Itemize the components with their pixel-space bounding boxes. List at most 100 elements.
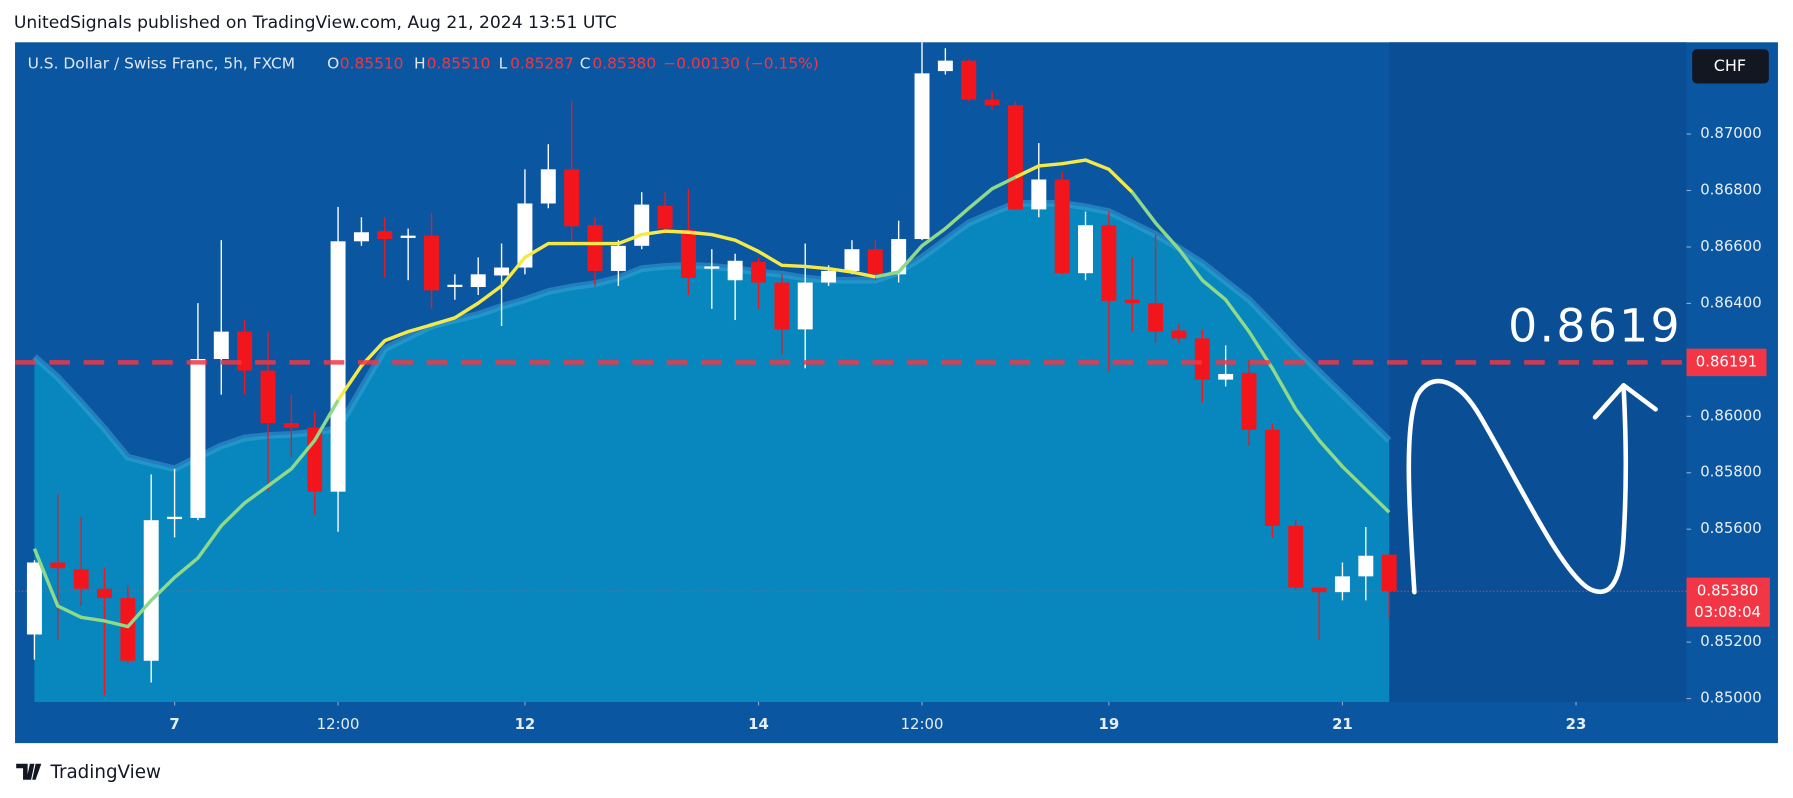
candle-body <box>704 266 720 269</box>
candle-body <box>494 267 510 276</box>
currency-button[interactable] <box>1692 49 1769 84</box>
publisher-line: UnitedSignals published on TradingView.c… <box>14 13 617 33</box>
y-tick-label: 0.85200 <box>1700 632 1761 650</box>
candle-body <box>1381 554 1397 592</box>
currency-label[interactable]: CHF <box>1714 56 1746 75</box>
candle-body <box>447 284 463 288</box>
candle-body <box>961 60 977 100</box>
candle-body <box>1358 555 1374 577</box>
candle-body <box>797 282 813 330</box>
candle-body <box>73 569 89 589</box>
candle-body <box>680 229 696 278</box>
y-tick-label: 0.85800 <box>1700 463 1761 481</box>
candle-body <box>774 282 790 330</box>
moving-average <box>874 175 1017 279</box>
y-tick-label: 0.86000 <box>1700 406 1761 424</box>
candle-body <box>1124 299 1140 304</box>
level-annotation: 0.8619 <box>1508 300 1682 353</box>
candle-body <box>283 423 299 428</box>
candle-body <box>1031 179 1047 210</box>
candle-body <box>167 516 183 520</box>
x-tick-label: 21 <box>1332 715 1353 733</box>
candle-body <box>564 169 580 227</box>
ohlc-label: C <box>580 55 591 73</box>
candle-body <box>540 169 556 204</box>
countdown-label: 03:08:04 <box>1694 603 1761 621</box>
candle-body <box>143 520 159 661</box>
candle-body <box>727 260 743 281</box>
moving-average <box>1014 158 1134 194</box>
candle-body <box>213 331 229 360</box>
candle-body <box>260 370 276 424</box>
x-tick-label: 12 <box>515 715 536 733</box>
x-tick-label: 12:00 <box>317 715 360 733</box>
x-tick-label: 19 <box>1099 715 1120 733</box>
candle-body <box>50 562 66 569</box>
tradingview-logo: TradingView <box>16 762 161 783</box>
candle-body <box>891 239 907 275</box>
candle-body <box>330 241 346 492</box>
candle-body <box>190 359 206 518</box>
candle-body <box>424 235 439 291</box>
future-zone <box>1389 42 1687 702</box>
candle-body <box>1288 525 1304 588</box>
candle-body <box>400 235 416 238</box>
ohlc-value: 0.85287 <box>510 55 574 73</box>
moving-average <box>32 399 340 629</box>
candle-body <box>634 204 650 246</box>
candle-body <box>1264 429 1280 526</box>
candle-body <box>1007 105 1023 210</box>
candle-body <box>914 73 930 240</box>
candle-body <box>377 231 393 240</box>
candle-body <box>1218 373 1234 380</box>
candle-body <box>1054 179 1070 274</box>
ohlc-label: L <box>499 55 508 73</box>
hand-drawn-projection <box>1406 378 1658 595</box>
candle-body <box>657 205 673 229</box>
level-label: 0.86191 <box>1696 352 1757 370</box>
candle-body <box>1101 225 1117 301</box>
candle-body <box>1241 372 1257 430</box>
y-tick-label: 0.85000 <box>1700 689 1761 707</box>
candle-body <box>821 270 837 283</box>
ohlc-label: H <box>414 55 426 73</box>
symbol-name: U.S. Dollar / Swiss Franc, 5h, FXCM <box>28 55 296 73</box>
level-badge <box>1686 348 1767 377</box>
ohlc-value: 0.85510 <box>427 55 491 73</box>
y-tick-label: 0.85600 <box>1700 519 1761 537</box>
plot: 0.850000.852000.854000.856000.858000.860… <box>15 42 1770 733</box>
candle-body <box>1194 338 1210 380</box>
moving-average <box>1130 191 1391 514</box>
moving-average <box>336 229 876 402</box>
last-price-label: 0.85380 <box>1697 581 1758 599</box>
ohlc-value: 0.85510 <box>340 55 404 73</box>
band-area <box>34 203 1390 702</box>
candle-body <box>26 562 42 635</box>
candle-body <box>867 249 883 275</box>
candle-body <box>1171 330 1187 339</box>
logo-text: TradingView <box>49 762 161 783</box>
candle-body <box>610 245 626 271</box>
candle-body <box>97 588 112 599</box>
x-tick-label: 23 <box>1566 715 1587 733</box>
last-price-badge <box>1686 577 1770 627</box>
candle-body <box>587 225 603 271</box>
ohlc-value: 0.85380 <box>592 55 656 73</box>
candle-body <box>1148 303 1164 332</box>
y-tick-label: 0.86800 <box>1700 180 1761 198</box>
x-tick-label: 14 <box>748 715 769 733</box>
candle-body <box>1311 587 1327 593</box>
candle-body <box>470 274 486 288</box>
candle-body <box>751 261 766 283</box>
candle-body <box>844 249 860 271</box>
candle-body <box>984 99 1000 106</box>
candle-body <box>1334 576 1350 593</box>
candle-body <box>937 60 953 72</box>
y-tick-label: 0.86600 <box>1700 237 1761 255</box>
y-tick-label: 0.86400 <box>1700 293 1761 311</box>
candle-body <box>120 598 136 661</box>
x-tick-label: 7 <box>169 715 179 733</box>
candle-body <box>353 232 369 242</box>
